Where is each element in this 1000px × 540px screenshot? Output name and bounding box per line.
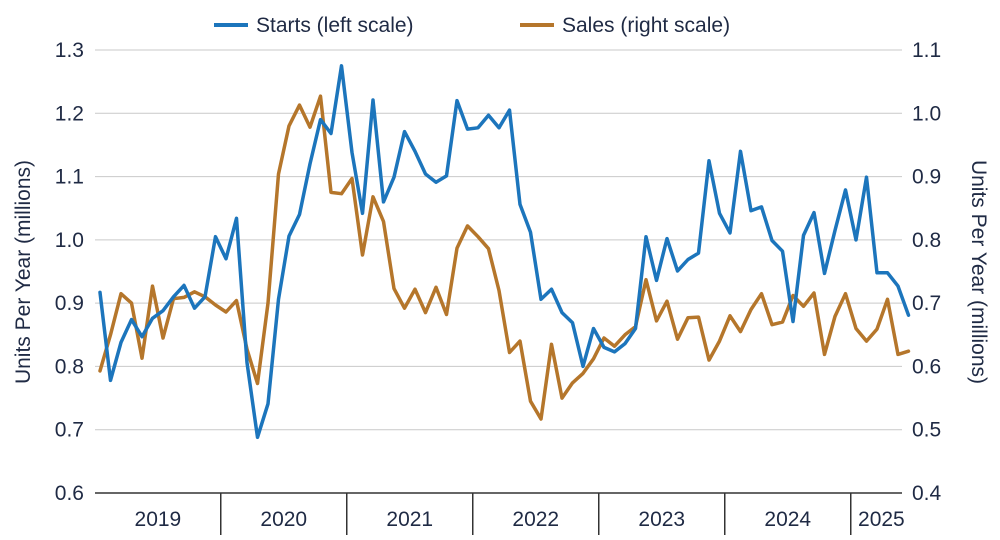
- legend: Starts (left scale) Sales (right scale): [214, 14, 730, 37]
- y-right-tick-label: 0.8: [912, 229, 941, 252]
- series-lines: [98, 64, 911, 440]
- legend-label-sales: Sales (right scale): [562, 14, 730, 37]
- legend-label-starts: Starts (left scale): [256, 14, 414, 37]
- y-right-tick-label: 0.6: [912, 355, 941, 378]
- y-right-tick-label: 0.5: [912, 419, 941, 442]
- x-tick-label: 2024: [764, 508, 811, 531]
- y-left-tick-label: 0.9: [55, 292, 84, 315]
- y-right-tick-label: 0.4: [912, 482, 942, 505]
- y-left-tick-label: 1.1: [55, 166, 84, 189]
- y-left-tick-label: 0.8: [55, 355, 84, 378]
- x-tick-label: 2019: [135, 508, 182, 531]
- y-right-tick-label: 1.1: [912, 39, 941, 62]
- x-tick-label: 2023: [638, 508, 685, 531]
- x-tick-label: 2025: [858, 508, 905, 531]
- y-axis-right-title: Units Per Year (millions): [967, 160, 990, 384]
- y-left-tick-label: 0.7: [55, 419, 84, 442]
- y-left-tick-label: 0.6: [55, 482, 84, 505]
- x-tick-label: 2020: [260, 508, 307, 531]
- y-left-tick-label: 1.2: [55, 102, 84, 125]
- y-left-tick-label: 1.0: [55, 229, 84, 252]
- y-right-tick-label: 0.9: [912, 166, 941, 189]
- y-left-tick-label: 1.3: [55, 39, 84, 62]
- axes: 0.6 0.4 0.7 0.5 0.8 0.6 0.9 0.7 1.0 0.8 1.1 0.9 1.2 1…: [55, 39, 942, 535]
- y-axis-left-title: Units Per Year (millions): [12, 160, 35, 384]
- y-right-tick-label: 0.7: [912, 292, 941, 315]
- series-line-sales: [98, 94, 911, 421]
- series-line-starts: [98, 64, 911, 440]
- x-tick-label: 2022: [512, 508, 559, 531]
- y-right-tick-label: 1.0: [912, 102, 941, 125]
- x-tick-label: 2021: [386, 508, 433, 531]
